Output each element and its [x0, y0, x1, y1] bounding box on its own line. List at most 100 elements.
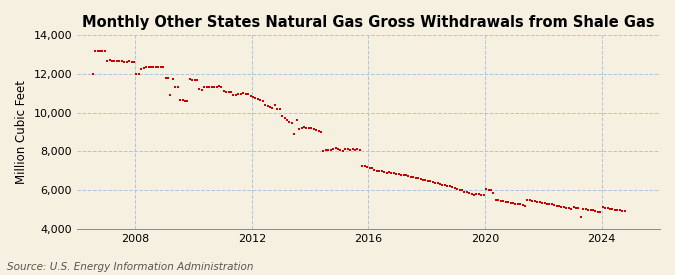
Point: [371, 169, 382, 173]
Point: [381, 170, 392, 175]
Point: [420, 178, 431, 182]
Point: [172, 84, 183, 89]
Point: [479, 193, 489, 198]
Point: [146, 65, 157, 69]
Point: [248, 95, 259, 99]
Point: [456, 188, 467, 192]
Point: [566, 207, 576, 211]
Text: Source: U.S. Energy Information Administration: Source: U.S. Energy Information Administ…: [7, 262, 253, 272]
Point: [231, 93, 242, 97]
Point: [389, 171, 400, 175]
Point: [485, 188, 496, 192]
Point: [90, 49, 101, 53]
Y-axis label: Million Cubic Feet: Million Cubic Feet: [15, 80, 28, 184]
Point: [165, 93, 176, 97]
Point: [491, 197, 502, 202]
Point: [128, 60, 139, 65]
Point: [333, 147, 344, 152]
Point: [595, 210, 605, 214]
Point: [199, 84, 210, 89]
Point: [396, 172, 406, 177]
Point: [571, 205, 582, 210]
Point: [461, 190, 472, 195]
Point: [386, 170, 397, 175]
Title: Monthly Other States Natural Gas Gross Withdrawals from Shale Gas: Monthly Other States Natural Gas Gross W…: [82, 15, 655, 30]
Point: [155, 65, 166, 69]
Point: [379, 169, 389, 174]
Point: [267, 106, 278, 110]
Point: [471, 192, 482, 196]
Point: [291, 118, 302, 122]
Point: [304, 126, 315, 130]
Point: [524, 198, 535, 202]
Point: [109, 59, 120, 63]
Point: [554, 204, 564, 209]
Point: [564, 206, 574, 211]
Point: [517, 203, 528, 207]
Point: [549, 203, 560, 207]
Point: [335, 148, 346, 153]
Point: [298, 125, 309, 130]
Point: [126, 60, 137, 65]
Point: [435, 182, 446, 186]
Point: [175, 98, 186, 102]
Point: [177, 98, 188, 102]
Point: [573, 206, 584, 211]
Point: [561, 205, 572, 210]
Point: [427, 180, 438, 184]
Point: [87, 72, 98, 76]
Point: [325, 148, 336, 152]
Point: [600, 205, 611, 210]
Point: [510, 201, 521, 206]
Point: [354, 148, 365, 153]
Point: [367, 166, 377, 170]
Point: [187, 78, 198, 82]
Point: [97, 49, 108, 53]
Point: [590, 209, 601, 213]
Point: [512, 202, 523, 206]
Point: [306, 126, 317, 130]
Point: [350, 148, 360, 152]
Point: [454, 187, 465, 192]
Point: [148, 65, 159, 69]
Point: [250, 96, 261, 100]
Point: [464, 191, 475, 195]
Point: [483, 188, 494, 192]
Point: [228, 93, 239, 97]
Point: [597, 205, 608, 210]
Point: [272, 107, 283, 111]
Point: [182, 98, 193, 103]
Point: [330, 146, 341, 151]
Point: [184, 77, 195, 81]
Point: [439, 183, 450, 187]
Point: [167, 77, 178, 81]
Point: [520, 204, 531, 208]
Point: [274, 107, 285, 111]
Point: [119, 60, 130, 64]
Point: [347, 147, 358, 152]
Point: [539, 201, 550, 205]
Point: [194, 87, 205, 92]
Point: [444, 184, 455, 189]
Point: [233, 92, 244, 96]
Point: [497, 199, 508, 204]
Point: [593, 210, 603, 214]
Point: [277, 113, 288, 118]
Point: [102, 59, 113, 63]
Point: [447, 185, 458, 189]
Point: [493, 198, 504, 202]
Point: [575, 215, 586, 219]
Point: [556, 205, 567, 209]
Point: [546, 202, 557, 207]
Point: [255, 98, 266, 102]
Point: [610, 208, 620, 212]
Point: [196, 88, 207, 92]
Point: [459, 190, 470, 194]
Point: [216, 84, 227, 89]
Point: [522, 197, 533, 202]
Point: [614, 208, 625, 213]
Point: [294, 126, 304, 131]
Point: [192, 78, 202, 82]
Point: [223, 90, 234, 95]
Point: [359, 164, 370, 168]
